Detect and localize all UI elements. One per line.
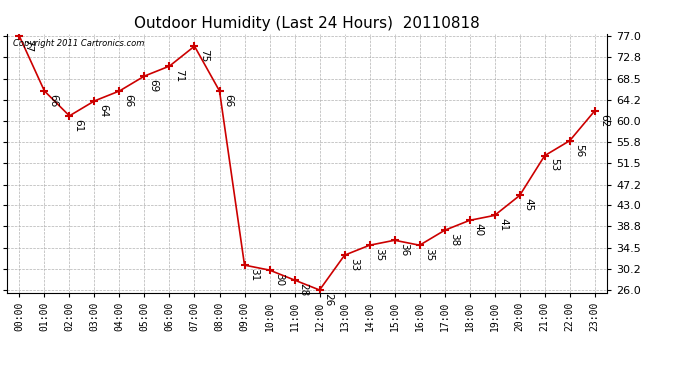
Text: 71: 71 bbox=[174, 69, 184, 82]
Text: 64: 64 bbox=[99, 104, 108, 117]
Text: 38: 38 bbox=[448, 233, 459, 246]
Text: 31: 31 bbox=[248, 268, 259, 281]
Text: 35: 35 bbox=[374, 248, 384, 261]
Text: 26: 26 bbox=[324, 293, 334, 306]
Text: Copyright 2011 Cartronics.com: Copyright 2011 Cartronics.com bbox=[13, 39, 144, 48]
Text: 40: 40 bbox=[474, 223, 484, 236]
Text: 66: 66 bbox=[124, 94, 134, 107]
Text: 45: 45 bbox=[524, 198, 534, 211]
Text: 66: 66 bbox=[224, 94, 234, 107]
Text: 61: 61 bbox=[74, 118, 83, 132]
Text: 66: 66 bbox=[48, 94, 59, 107]
Text: 33: 33 bbox=[348, 258, 359, 271]
Text: 75: 75 bbox=[199, 49, 208, 62]
Text: 56: 56 bbox=[574, 144, 584, 157]
Text: 69: 69 bbox=[148, 79, 159, 92]
Text: 35: 35 bbox=[424, 248, 434, 261]
Text: 28: 28 bbox=[299, 283, 308, 296]
Title: Outdoor Humidity (Last 24 Hours)  20110818: Outdoor Humidity (Last 24 Hours) 2011081… bbox=[134, 16, 480, 31]
Text: 30: 30 bbox=[274, 273, 284, 286]
Text: 62: 62 bbox=[599, 114, 609, 127]
Text: 53: 53 bbox=[549, 159, 559, 172]
Text: 41: 41 bbox=[499, 218, 509, 231]
Text: 36: 36 bbox=[399, 243, 408, 256]
Text: 77: 77 bbox=[23, 39, 34, 52]
